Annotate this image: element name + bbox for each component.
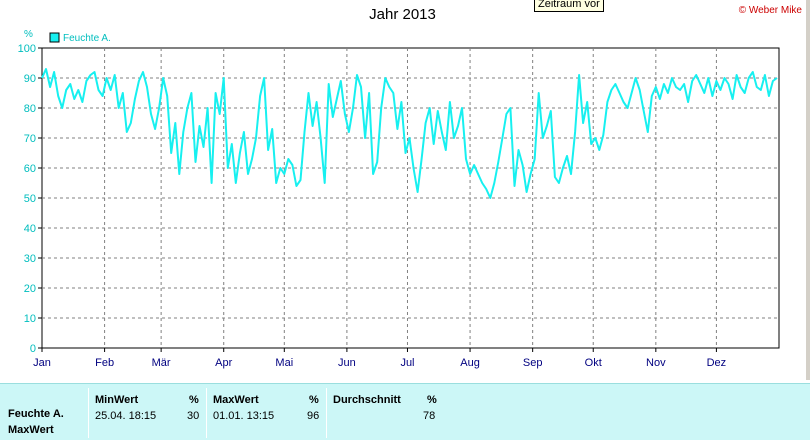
legend: Feuchte A.	[49, 32, 111, 44]
x-tick-label: Sep	[523, 357, 543, 369]
chart-title: Jahr 2013	[369, 6, 436, 23]
x-tick-label: Nov	[646, 357, 666, 369]
stats-panel: Feuchte A. MaxWert MinWert % 25.04. 18:1…	[0, 383, 810, 440]
credit-text: © Weber Mike	[738, 5, 802, 16]
y-tick-label: 0	[30, 343, 36, 355]
min-header: MinWert	[95, 394, 139, 406]
max-value: 96	[307, 410, 320, 422]
series-line-feuchte	[41, 68, 778, 199]
y-axis-label: %	[24, 29, 33, 40]
y-tick-label: 40	[24, 223, 36, 235]
y-tick-label: 90	[24, 73, 36, 85]
y-tick-label: 70	[24, 133, 36, 145]
min-value: 30	[187, 410, 200, 422]
stats-row-label: Feuchte A.	[8, 408, 64, 420]
x-tick-label: Apr	[215, 357, 232, 369]
legend-swatch	[49, 32, 60, 43]
legend-label: Feuchte A.	[63, 33, 111, 44]
y-tick-label: 30	[24, 253, 36, 265]
y-tick-label: 100	[18, 43, 36, 55]
y-axis: % 0 10 20 30 40 50 60 70 80 90 100	[18, 29, 42, 355]
stats-row-label-2: MaxWert	[8, 424, 54, 436]
x-tick-label: Jan	[33, 357, 51, 369]
x-tick-label: Jun	[338, 357, 356, 369]
x-tick-label: Mär	[152, 357, 171, 369]
max-unit: %	[309, 394, 319, 406]
window-edge	[806, 0, 810, 380]
x-tick-label: Mai	[275, 357, 293, 369]
x-tick-label: Jul	[400, 357, 414, 369]
y-tick-label: 60	[24, 163, 36, 175]
y-tick-label: 50	[24, 193, 36, 205]
x-axis: Jan Feb Mär Apr Mai Jun Jul Aug Sep Okt Nov Dez	[33, 348, 726, 369]
tooltip-zeitraum-vor: Zeitraum vor	[534, 0, 604, 12]
max-time: 01.01. 13:15	[213, 410, 275, 422]
avg-header: Durchschnitt	[333, 394, 401, 406]
min-time: 25.04. 18:15	[95, 410, 157, 422]
max-cell: MaxWert % 01.01. 13:15 96	[206, 388, 325, 438]
avg-unit: %	[427, 394, 437, 406]
min-cell: MinWert % 25.04. 18:15 30	[88, 388, 205, 438]
series-layer	[41, 68, 778, 199]
grid-lines	[42, 48, 779, 348]
y-tick-label: 80	[24, 103, 36, 115]
x-tick-label: Aug	[460, 357, 480, 369]
min-unit: %	[189, 394, 199, 406]
avg-value: 78	[423, 410, 436, 422]
avg-cell: Durchschnitt % 78	[326, 388, 441, 438]
x-tick-label: Okt	[585, 357, 602, 369]
y-tick-label: 10	[24, 313, 36, 325]
x-tick-label: Dez	[707, 357, 727, 369]
y-tick-label: 20	[24, 283, 36, 295]
x-tick-label: Feb	[95, 357, 114, 369]
max-header: MaxWert	[213, 394, 259, 406]
